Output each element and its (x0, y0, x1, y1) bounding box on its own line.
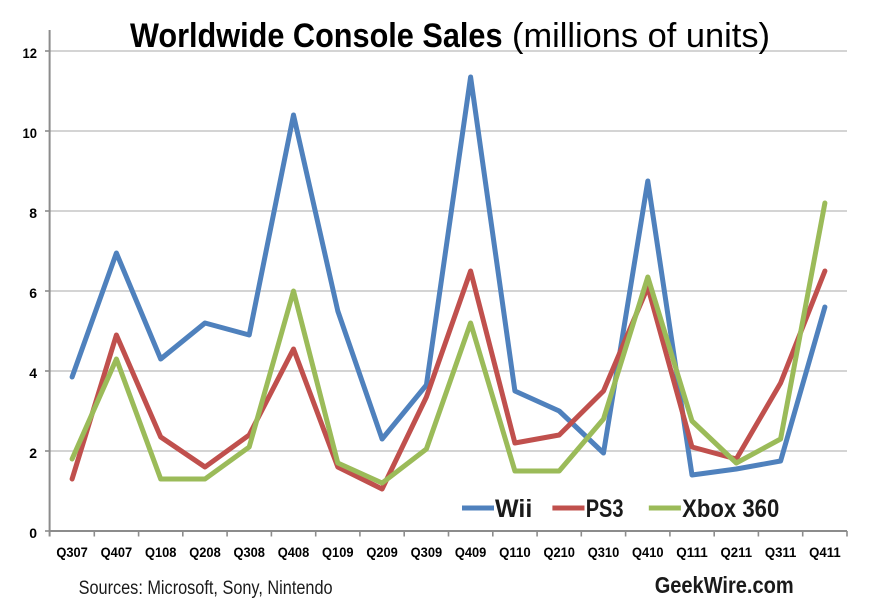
svg-text:Q308: Q308 (233, 545, 265, 560)
svg-text:PS3: PS3 (586, 495, 624, 523)
svg-text:Q208: Q208 (189, 545, 221, 560)
svg-text:Q110: Q110 (499, 545, 531, 560)
svg-text:0: 0 (29, 525, 37, 541)
svg-text:Q411: Q411 (809, 545, 841, 560)
svg-text:4: 4 (29, 365, 37, 381)
svg-text:Q309: Q309 (411, 545, 443, 560)
svg-text:Q409: Q409 (455, 545, 487, 560)
svg-text:Q210: Q210 (543, 545, 575, 560)
svg-text:Q310: Q310 (588, 545, 620, 560)
svg-text:Xbox 360: Xbox 360 (682, 495, 779, 523)
svg-text:Q209: Q209 (366, 545, 398, 560)
svg-text:Q109: Q109 (322, 545, 354, 560)
svg-text:Q111: Q111 (676, 545, 708, 560)
svg-text:Q408: Q408 (278, 545, 310, 560)
svg-text:Wii: Wii (495, 495, 532, 523)
svg-text:8: 8 (29, 205, 37, 221)
svg-text:10: 10 (23, 125, 38, 141)
svg-text:(millions of units): (millions of units) (512, 17, 770, 55)
svg-text:6: 6 (29, 285, 37, 301)
svg-text:Q307: Q307 (56, 545, 88, 560)
svg-text:Q108: Q108 (145, 545, 177, 560)
svg-text:Q407: Q407 (101, 545, 133, 560)
svg-text:2: 2 (29, 445, 37, 461)
svg-text:Q410: Q410 (632, 545, 664, 560)
svg-text:Q211: Q211 (721, 545, 753, 560)
svg-text:12: 12 (23, 45, 38, 61)
svg-text:Q311: Q311 (765, 545, 797, 560)
svg-text:Worldwide Console Sales: Worldwide Console Sales (130, 17, 503, 55)
svg-text:Sources: Microsoft, Sony, Nint: Sources: Microsoft, Sony, Nintendo (79, 578, 333, 599)
svg-text:GeekWire.com: GeekWire.com (655, 572, 794, 598)
